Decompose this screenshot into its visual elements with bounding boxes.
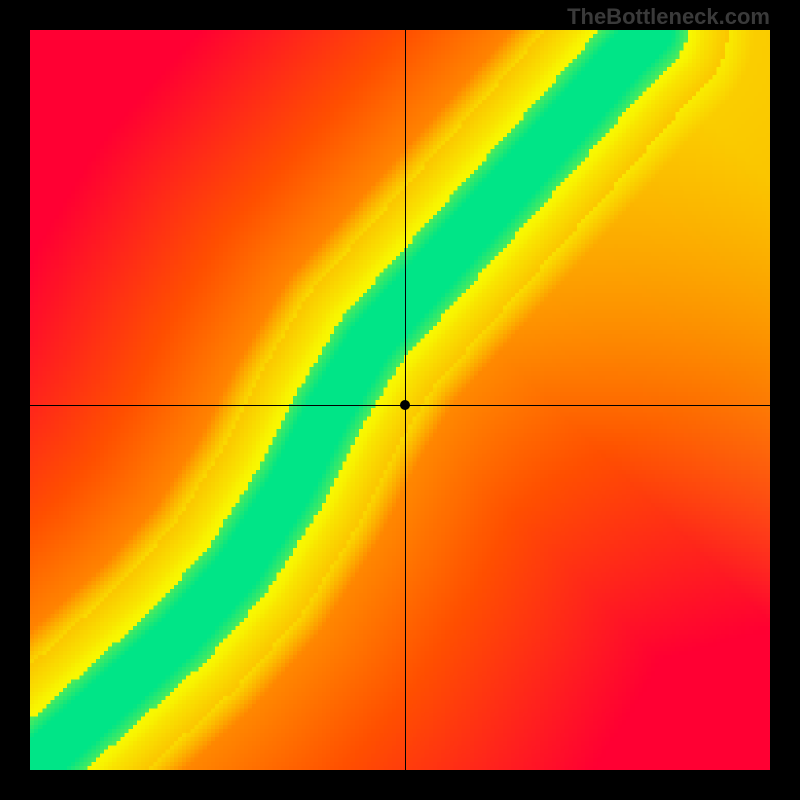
- heatmap-plot: [30, 30, 770, 770]
- watermark-text: TheBottleneck.com: [567, 4, 770, 30]
- marker-dot: [400, 400, 410, 410]
- heatmap-canvas: [30, 30, 770, 770]
